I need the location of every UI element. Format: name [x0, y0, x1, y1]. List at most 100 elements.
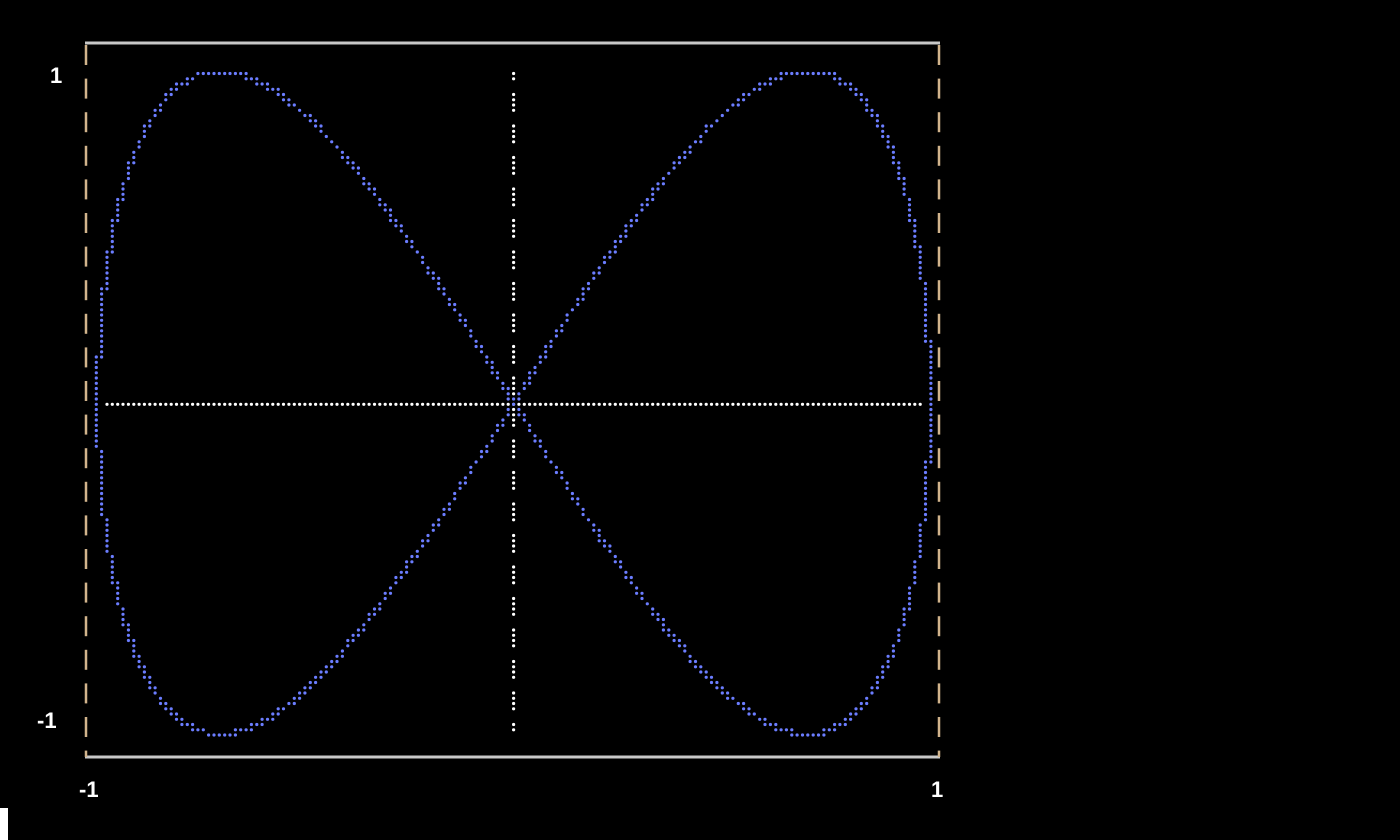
series-point [249, 722, 253, 727]
series-point [843, 82, 847, 86]
series-point [100, 308, 104, 312]
y-axis-dot [511, 644, 516, 648]
series-point [260, 722, 264, 727]
series-point [602, 544, 607, 548]
series-point [918, 533, 922, 538]
series-point [196, 71, 200, 76]
series-point [217, 71, 221, 76]
series-point [768, 722, 773, 727]
x-axis-dot [838, 402, 842, 406]
series-point [907, 591, 912, 595]
series-point [602, 260, 607, 265]
y-axis-dot [511, 476, 516, 480]
series-point [833, 722, 837, 727]
series-point [544, 355, 548, 359]
series-point [570, 497, 575, 501]
series-point [100, 491, 104, 496]
series-point [137, 145, 141, 149]
series-point [442, 507, 446, 511]
series-point [372, 187, 377, 191]
series-point [677, 638, 682, 643]
series-point [276, 707, 280, 711]
series-point [849, 712, 853, 716]
series-point [276, 712, 280, 716]
y-axis-dot [511, 108, 516, 112]
series-point [661, 623, 666, 627]
series-point [116, 591, 120, 595]
y-axis-dot [511, 134, 516, 139]
x-axis-dot [656, 402, 660, 406]
series-point [747, 92, 751, 97]
series-point [437, 281, 441, 286]
series-point [918, 255, 922, 259]
series-point [244, 728, 248, 732]
series-point [335, 654, 339, 658]
series-point [602, 255, 607, 259]
series-point [645, 602, 649, 606]
series-point [907, 586, 912, 590]
series-point [474, 460, 478, 464]
series-point [913, 581, 917, 585]
series-point [517, 397, 521, 401]
series-point [116, 208, 120, 212]
series-point [100, 313, 104, 317]
y-axis-dot [511, 281, 516, 286]
series-point [661, 628, 666, 632]
series-point [100, 460, 104, 464]
y-axis-dot [511, 481, 516, 485]
series-point [656, 612, 660, 616]
series-point [913, 565, 917, 569]
series-point [849, 717, 853, 721]
series-point [918, 549, 922, 553]
series-point [105, 281, 109, 286]
series-point [228, 71, 232, 76]
series-point [185, 82, 189, 86]
series-point [116, 203, 120, 207]
series-point [463, 481, 467, 485]
x-axis-dot [870, 402, 874, 406]
series-point [367, 187, 371, 191]
series-point [581, 292, 585, 296]
series-point [913, 234, 917, 238]
x-axis-dot [570, 402, 575, 406]
series-point [287, 701, 291, 706]
series-point [752, 87, 756, 91]
series-point [629, 218, 633, 223]
series-point [570, 308, 575, 312]
series-point [870, 113, 874, 118]
series-point [709, 675, 714, 679]
series-point [319, 129, 323, 133]
x-axis-dot [849, 402, 853, 406]
x-axis-dot [661, 402, 666, 406]
series-point [758, 87, 762, 91]
series-point [736, 98, 740, 102]
series-point [875, 124, 880, 128]
x-axis-dot [731, 402, 735, 406]
series-point [116, 213, 120, 217]
series-point [923, 287, 928, 291]
series-point [538, 439, 542, 443]
series-point [538, 360, 542, 364]
x-axis-dot [672, 402, 676, 406]
series-point [704, 670, 708, 674]
x-axis-dot [421, 402, 425, 406]
series-point [881, 670, 885, 674]
series-point [105, 260, 109, 265]
series-point [907, 208, 912, 212]
series-point [929, 460, 933, 464]
series-point [308, 680, 312, 685]
series-point [528, 423, 532, 427]
x-axis-dot [281, 402, 286, 406]
series-point [907, 203, 912, 207]
x-axis-dot [191, 402, 195, 406]
series-point [105, 276, 109, 280]
series-point [191, 722, 195, 727]
y-axis-dot [511, 502, 516, 506]
series-point [100, 323, 104, 328]
x-axis-dot [121, 402, 125, 406]
x-axis-dot [651, 402, 655, 406]
x-axis-dot [212, 402, 216, 406]
series-point [485, 444, 489, 448]
y-axis-dot [511, 407, 516, 412]
